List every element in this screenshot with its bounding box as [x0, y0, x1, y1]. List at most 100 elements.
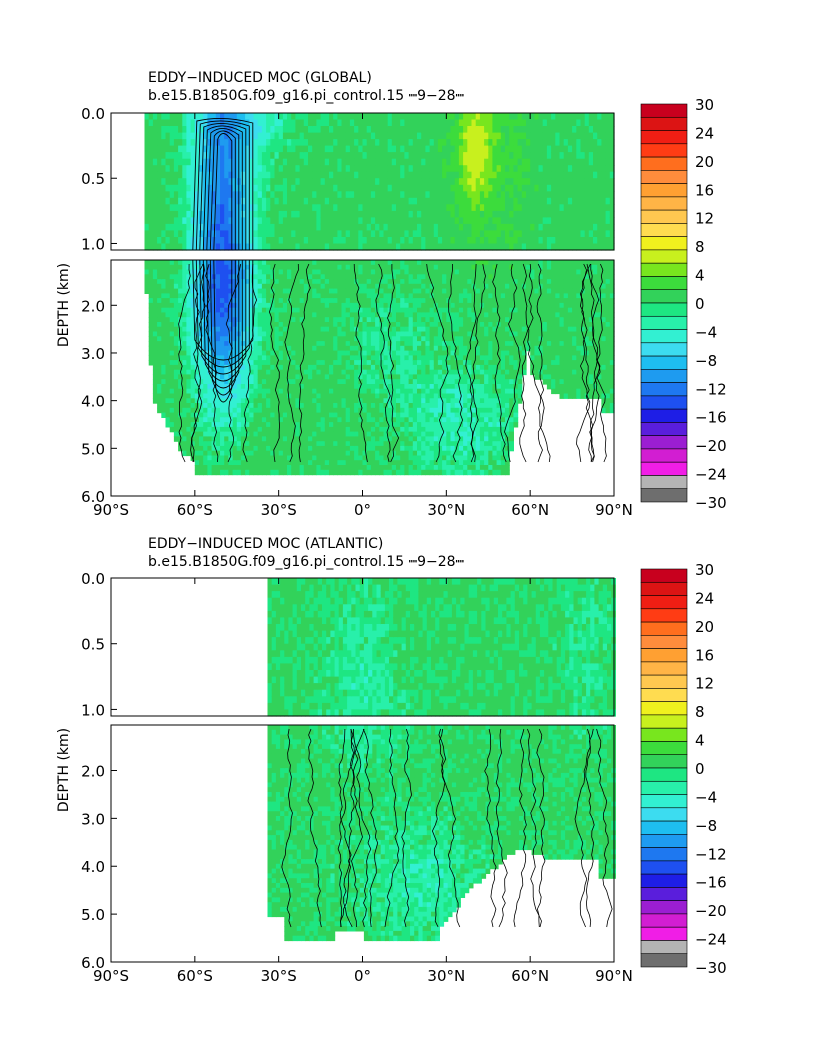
- data-cell: [291, 274, 296, 280]
- data-cell: [178, 426, 183, 433]
- data-cell: [337, 379, 343, 385]
- data-cell: [173, 171, 179, 179]
- data-cell: [375, 336, 380, 342]
- data-cell: [446, 204, 452, 212]
- data-cell: [517, 132, 523, 140]
- data-cell: [207, 293, 213, 299]
- data-cell: [224, 341, 229, 347]
- data-cell: [358, 360, 364, 366]
- data-cell: [333, 436, 338, 442]
- data-cell: [240, 217, 246, 225]
- data-cell: [433, 230, 439, 238]
- data-cell: [316, 326, 322, 333]
- data-cell: [303, 355, 309, 361]
- data-cell: [165, 379, 171, 385]
- data-cell: [148, 360, 154, 366]
- data-cell: [253, 197, 259, 205]
- data-cell: [316, 317, 322, 323]
- data-cell: [379, 217, 385, 225]
- data-cell: [173, 341, 179, 347]
- data-cell: [173, 204, 179, 212]
- data-cell: [190, 302, 196, 309]
- data-cell: [370, 412, 376, 418]
- data-cell: [278, 403, 284, 409]
- data-cell: [551, 210, 556, 218]
- data-cell: [567, 119, 573, 127]
- data-cell: [253, 431, 259, 437]
- data-cell: [303, 450, 309, 457]
- data-cell: [546, 243, 552, 251]
- data-cell: [249, 426, 255, 433]
- data-cell: [387, 293, 393, 299]
- data-cell: [287, 326, 292, 333]
- data-cell: [467, 223, 473, 231]
- data-cell: [320, 260, 326, 266]
- data-cell: [215, 345, 221, 352]
- data-cell: [274, 412, 280, 418]
- data-cell: [341, 210, 347, 218]
- data-cell: [215, 431, 221, 437]
- data-cell: [261, 293, 267, 299]
- data-cell: [370, 360, 376, 366]
- data-cell: [433, 152, 439, 160]
- data-cell: [534, 152, 540, 160]
- data-cell: [546, 152, 552, 160]
- data-cell: [253, 279, 259, 285]
- data-cell: [391, 288, 397, 294]
- data-cell: [349, 384, 355, 390]
- data-cell: [396, 152, 401, 160]
- data-cell: [559, 217, 565, 225]
- data-cell: [303, 274, 309, 280]
- data-cell: [404, 184, 410, 192]
- data-cell: [408, 145, 414, 153]
- data-cell: [270, 237, 276, 245]
- data-cell: [366, 326, 372, 333]
- data-cell: [224, 441, 229, 447]
- data-cell: [316, 450, 322, 457]
- data-cell: [203, 317, 208, 323]
- data-cell: [182, 403, 188, 409]
- data-cell: [551, 197, 556, 205]
- data-cell: [266, 307, 271, 314]
- data-cell: [190, 445, 196, 452]
- data-cell: [220, 407, 225, 414]
- data-cell: [270, 469, 276, 476]
- data-cell: [584, 165, 590, 173]
- data-cell: [400, 317, 405, 323]
- data-cell: [404, 132, 410, 140]
- data-cell: [203, 243, 208, 251]
- data-cell: [329, 412, 334, 418]
- data-cell: [576, 178, 582, 186]
- data-cell: [266, 293, 271, 299]
- data-cell: [308, 422, 313, 428]
- data-cell: [207, 326, 213, 333]
- data-cell: [375, 113, 380, 121]
- data-cell: [312, 431, 317, 437]
- data-cell: [580, 132, 586, 140]
- data-cell: [228, 336, 234, 342]
- data-cell: [312, 326, 317, 333]
- data-cell: [337, 126, 343, 134]
- data-cell: [408, 230, 414, 238]
- data-cell: [274, 237, 280, 245]
- data-cell: [316, 469, 322, 476]
- data-cell: [513, 158, 519, 166]
- data-cell: [383, 260, 389, 266]
- data-cell: [383, 312, 389, 318]
- data-cell: [366, 441, 372, 447]
- data-cell: [173, 264, 179, 271]
- data-cell: [186, 293, 192, 299]
- data-cell: [245, 302, 250, 309]
- data-cell: [396, 369, 401, 376]
- data-cell: [337, 326, 343, 333]
- data-cell: [299, 398, 305, 404]
- data-cell: [349, 450, 355, 457]
- data-cell: [270, 264, 276, 271]
- data-cell: [329, 223, 334, 231]
- data-cell: [148, 307, 154, 314]
- data-cell: [559, 191, 565, 199]
- data-cell: [421, 237, 426, 245]
- data-cell: [421, 243, 426, 251]
- data-cell: [228, 184, 234, 192]
- data-cell: [442, 119, 447, 127]
